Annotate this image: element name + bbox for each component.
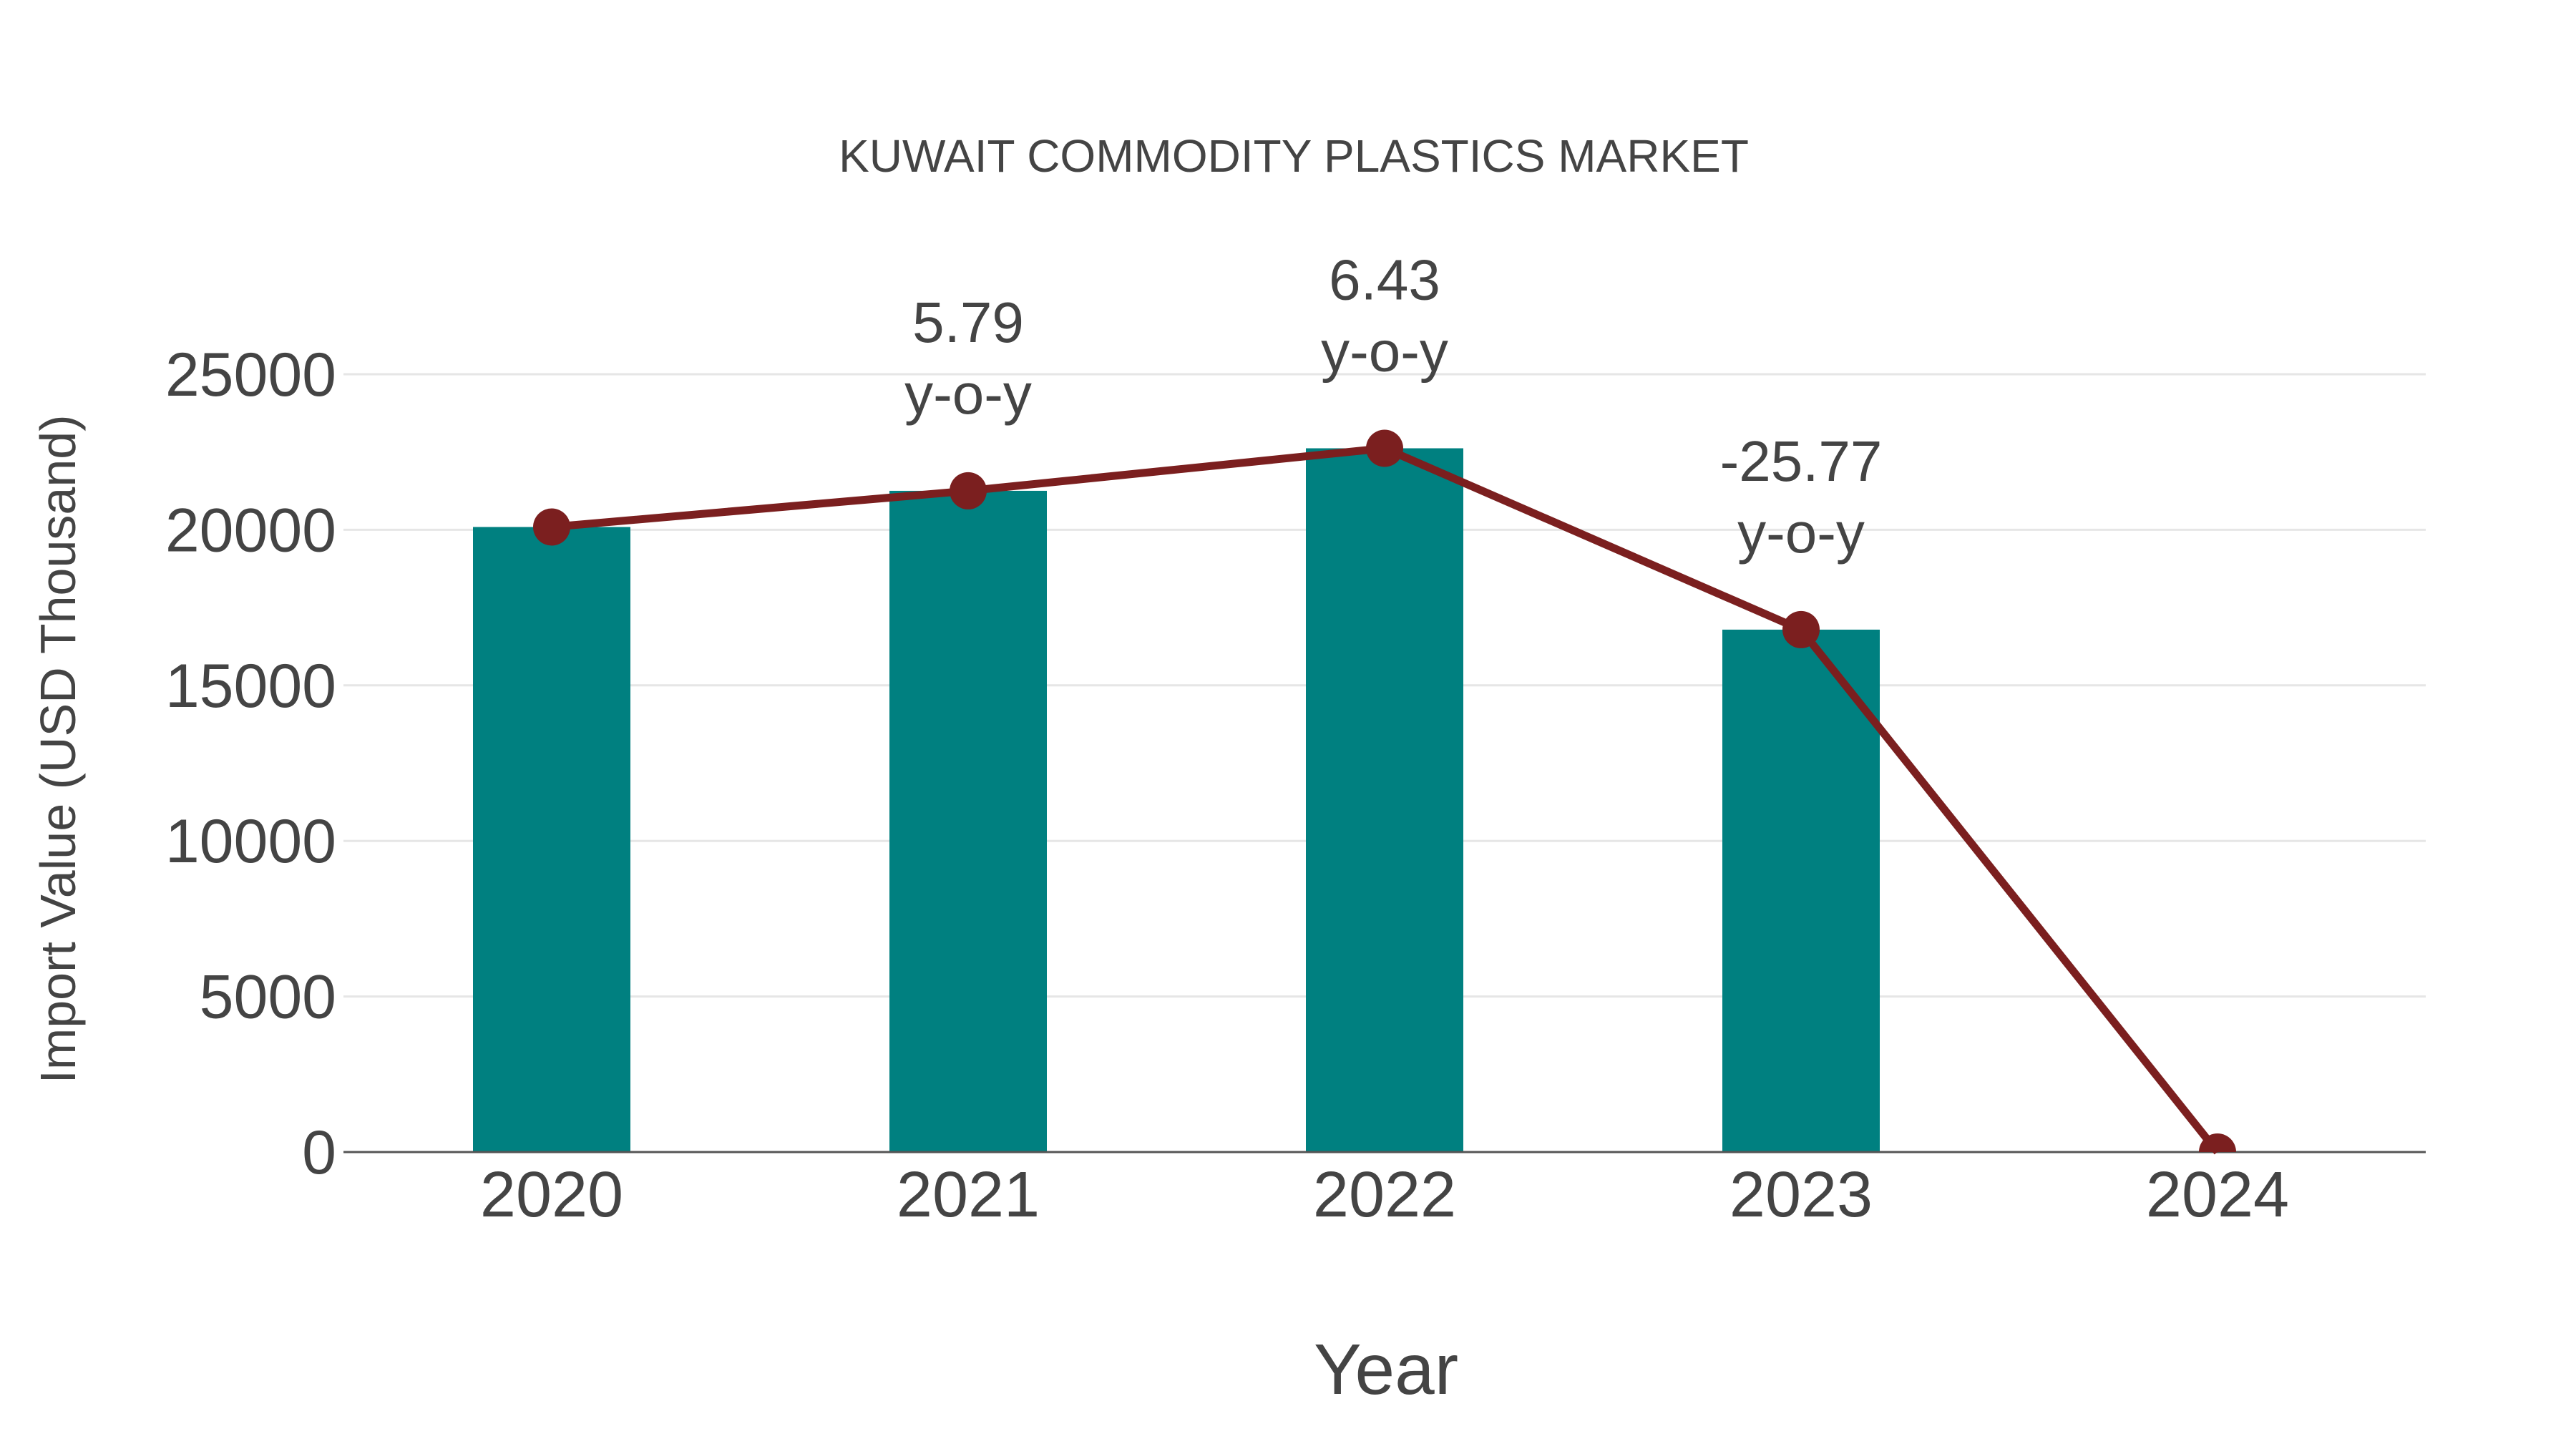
marker-2020 [533,508,570,546]
bar-2023 [1722,629,1880,1152]
bar-series [473,448,1880,1152]
yoy-value: 5.79 [912,291,1024,354]
yoy-value: 6.43 [1329,248,1440,311]
y-tick-label: 15000 [165,652,336,721]
x-tick-label: 2022 [1313,1159,1456,1231]
y-tick-label: 20000 [165,496,336,565]
y-tick-label: 5000 [200,963,336,1032]
y-tick-label: 10000 [165,807,336,876]
yoy-suffix: y-o-y [1321,319,1448,383]
y-tick-label: 25000 [165,341,336,409]
marker-2024 [2199,1133,2236,1152]
marker-2023 [1782,610,1820,648]
x-tick-label: 2024 [2146,1159,2289,1231]
chart-title: KUWAIT COMMODITY PLASTICS MARKET [839,130,1749,182]
x-tick-label: 2021 [897,1159,1040,1231]
yoy-value: -25.77 [1720,429,1883,493]
y-axis-ticks: 0 5000 10000 15000 20000 25000 [165,341,336,1187]
x-axis-title: Year [1314,1330,1458,1410]
bar-2020 [473,527,630,1152]
yoy-suffix: y-o-y [904,362,1032,426]
yoy-annotations: 5.79 y-o-y 6.43 y-o-y -25.77 y-o-y [904,248,1882,564]
bar-2021 [889,490,1047,1152]
yoy-suffix: y-o-y [1737,501,1865,565]
x-axis-ticks: 2020 2021 2022 2023 2024 [480,1159,2289,1231]
y-axis-title: Import Value (USD Thousand) [30,414,86,1083]
x-tick-label: 2023 [1729,1159,1873,1231]
y-tick-label: 0 [302,1118,336,1187]
marker-2021 [950,472,987,509]
marker-2022 [1366,429,1403,467]
line-series [533,429,2236,1155]
bar-2022 [1306,448,1463,1152]
x-tick-label: 2020 [480,1159,623,1231]
